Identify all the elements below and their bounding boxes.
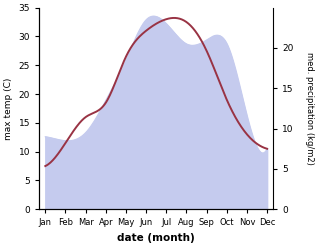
Y-axis label: med. precipitation (kg/m2): med. precipitation (kg/m2) — [305, 52, 314, 165]
Y-axis label: max temp (C): max temp (C) — [4, 77, 13, 140]
X-axis label: date (month): date (month) — [117, 233, 195, 243]
